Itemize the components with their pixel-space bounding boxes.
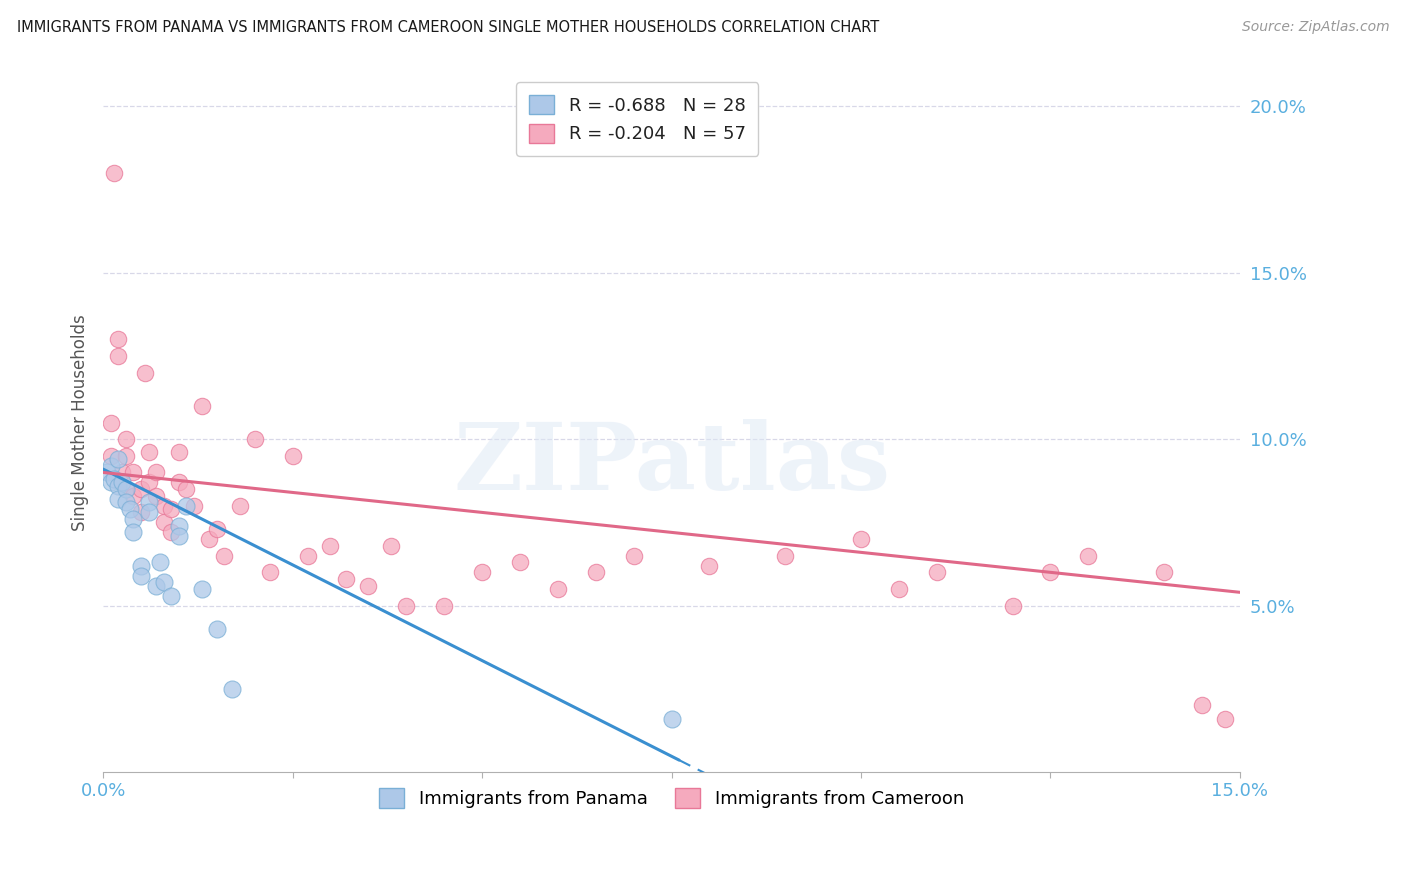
Point <box>357 579 380 593</box>
Point <box>107 452 129 467</box>
Point <box>585 566 607 580</box>
Point <box>107 349 129 363</box>
Point <box>111 475 134 490</box>
Point <box>228 499 250 513</box>
Point <box>138 475 160 490</box>
Point <box>122 489 145 503</box>
Point <box>115 432 138 446</box>
Point <box>107 492 129 507</box>
Point <box>152 499 174 513</box>
Point <box>1039 566 1062 580</box>
Point <box>96 466 118 480</box>
Point <box>190 399 212 413</box>
Point <box>115 495 138 509</box>
Point <box>107 332 129 346</box>
Point <box>205 622 228 636</box>
Point <box>103 472 125 486</box>
Point <box>335 572 357 586</box>
Point <box>122 466 145 480</box>
Text: IMMIGRANTS FROM PANAMA VS IMMIGRANTS FROM CAMEROON SINGLE MOTHER HOUSEHOLDS CORR: IMMIGRANTS FROM PANAMA VS IMMIGRANTS FRO… <box>17 20 879 35</box>
Point <box>471 566 494 580</box>
Point <box>1213 712 1236 726</box>
Point <box>129 505 152 519</box>
Point <box>145 579 167 593</box>
Text: ZIPatlas: ZIPatlas <box>453 419 890 509</box>
Point <box>1191 698 1213 713</box>
Point <box>138 445 160 459</box>
Point <box>167 445 190 459</box>
Point <box>623 549 645 563</box>
Point <box>149 555 172 569</box>
Point <box>380 539 402 553</box>
Point <box>118 502 141 516</box>
Y-axis label: Single Mother Households: Single Mother Households <box>72 314 89 531</box>
Point <box>134 366 156 380</box>
Point <box>433 599 456 613</box>
Point <box>152 516 174 530</box>
Point <box>190 582 212 596</box>
Point <box>849 532 872 546</box>
Point <box>152 575 174 590</box>
Point <box>160 589 183 603</box>
Legend: Immigrants from Panama, Immigrants from Cameroon: Immigrants from Panama, Immigrants from … <box>373 781 972 815</box>
Point <box>925 566 948 580</box>
Point <box>115 482 138 496</box>
Point <box>129 482 152 496</box>
Point <box>115 449 138 463</box>
Point <box>100 449 122 463</box>
Point <box>183 499 205 513</box>
Point <box>129 558 152 573</box>
Point <box>1077 549 1099 563</box>
Point <box>122 512 145 526</box>
Point <box>214 549 236 563</box>
Point <box>661 712 683 726</box>
Point <box>138 505 160 519</box>
Point <box>699 558 721 573</box>
Point <box>100 458 122 473</box>
Point <box>176 482 198 496</box>
Point <box>395 599 418 613</box>
Point <box>887 582 910 596</box>
Point <box>138 495 160 509</box>
Point <box>100 416 122 430</box>
Point <box>281 449 304 463</box>
Point <box>167 529 190 543</box>
Point <box>115 482 138 496</box>
Point <box>176 499 198 513</box>
Point <box>259 566 281 580</box>
Point <box>773 549 796 563</box>
Point <box>100 475 122 490</box>
Point <box>1001 599 1024 613</box>
Point <box>145 466 167 480</box>
Point <box>167 475 190 490</box>
Point <box>205 522 228 536</box>
Point <box>167 518 190 533</box>
Point <box>111 466 134 480</box>
Point <box>1153 566 1175 580</box>
Point <box>243 432 266 446</box>
Point <box>107 479 129 493</box>
Point <box>221 681 243 696</box>
Point <box>160 525 183 540</box>
Point <box>122 525 145 540</box>
Point <box>129 568 152 582</box>
Point <box>145 489 167 503</box>
Text: Source: ZipAtlas.com: Source: ZipAtlas.com <box>1241 20 1389 34</box>
Point <box>547 582 569 596</box>
Point <box>160 502 183 516</box>
Point <box>509 555 531 569</box>
Point <box>103 166 125 180</box>
Point <box>319 539 342 553</box>
Point <box>297 549 319 563</box>
Point <box>198 532 221 546</box>
